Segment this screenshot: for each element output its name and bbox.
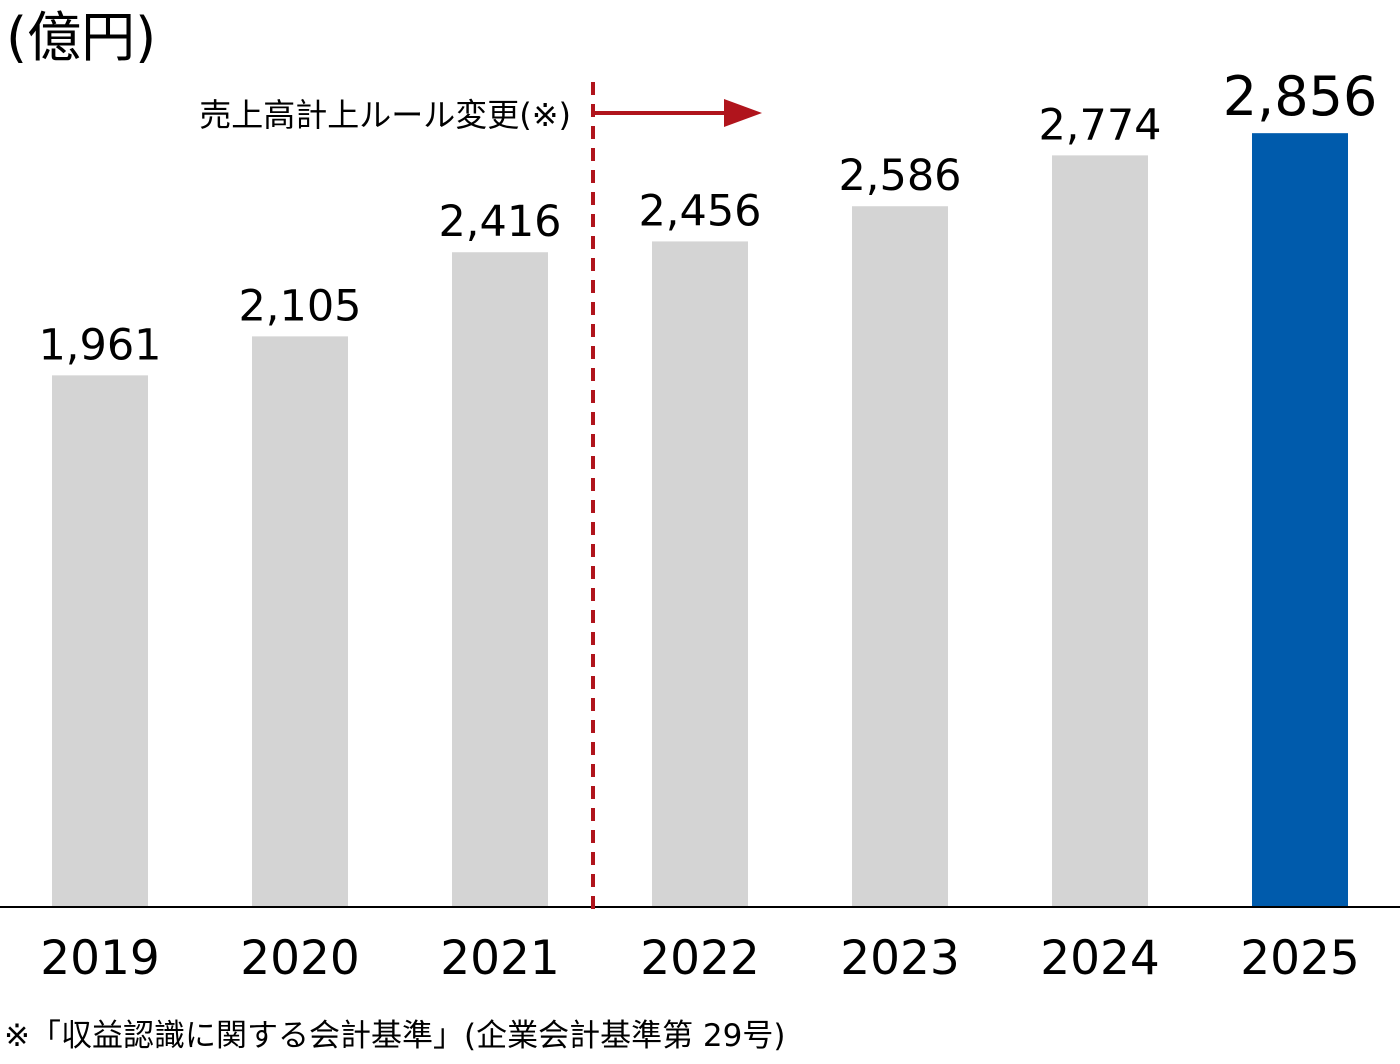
bar-2022	[652, 241, 748, 907]
bar-2024	[1052, 155, 1148, 907]
tick-label-2019: 2019	[40, 931, 160, 986]
rule-change-annotation: 売上高計上ルール変更(※)	[199, 96, 571, 134]
value-label-2025: 2,856	[1223, 65, 1378, 128]
tick-label-2021: 2021	[440, 931, 560, 986]
bar-2023	[852, 206, 948, 906]
value-label-2019: 1,961	[38, 320, 161, 370]
bar-2025	[1252, 133, 1348, 907]
value-label-2022: 2,456	[638, 186, 761, 236]
value-label-2021: 2,416	[438, 197, 561, 247]
tick-label-2022: 2022	[640, 931, 760, 986]
x-axis-tick-labels: 2019 2020 2021 2022 2023 2024 2025	[40, 931, 1360, 986]
tick-label-2025: 2025	[1240, 931, 1360, 986]
tick-label-2024: 2024	[1040, 931, 1160, 986]
footnote: ※「収益認識に関する会計基準」(企業会計基準第 29号)	[4, 1018, 785, 1054]
value-label-2024: 2,774	[1038, 100, 1161, 150]
bar-2020	[252, 336, 348, 907]
bar-2019	[52, 375, 148, 906]
value-label-2020: 2,105	[238, 281, 361, 331]
tick-label-2023: 2023	[840, 931, 960, 986]
bars	[52, 133, 1348, 907]
unit-label: (億円)	[6, 6, 156, 69]
tick-label-2020: 2020	[240, 931, 360, 986]
bar-2021	[452, 252, 548, 906]
value-label-2023: 2,586	[838, 151, 961, 201]
rule-change-arrow	[593, 99, 762, 127]
value-labels: 1,961 2,105 2,416 2,456 2,586 2,774 2,856	[38, 65, 1377, 370]
